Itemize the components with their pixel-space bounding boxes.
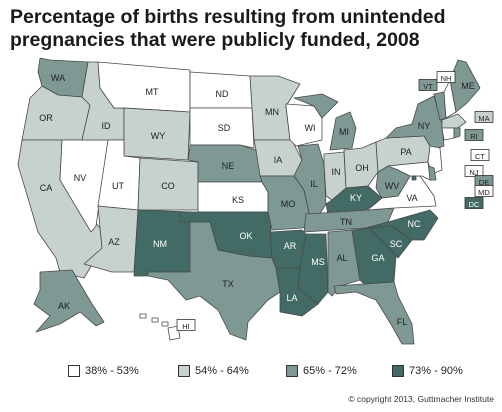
state-label-ri: RI: [470, 132, 478, 141]
state-label-ok: OK: [239, 231, 252, 241]
state-label-mi: MI: [339, 127, 349, 137]
state-label-nj: NJ: [469, 168, 478, 177]
legend-item: 54% - 64%: [178, 365, 249, 377]
state-label-in: IN: [332, 167, 341, 177]
title-line-2: pregnancies that were publicly funded, 2…: [10, 29, 420, 51]
state-label-al: AL: [336, 253, 347, 263]
state-md: [387, 161, 431, 181]
state-label-wa: WA: [51, 73, 65, 83]
state-label-de: DE: [479, 178, 489, 187]
state-label-ky: KY: [350, 193, 362, 203]
legend-item: 73% - 90%: [392, 365, 463, 377]
state-label-mt: MT: [146, 87, 159, 97]
label-box-ct: [470, 149, 490, 161]
state-label-az: AZ: [108, 237, 120, 247]
legend-swatch: [286, 365, 298, 377]
state-ms: [297, 233, 329, 305]
label-box-md: [474, 185, 494, 197]
label-box-nh: [436, 71, 456, 83]
state-label-ct: CT: [475, 152, 485, 161]
state-label-ma: MA: [478, 114, 489, 123]
state-label-nh: NH: [441, 74, 452, 83]
state-label-tx: TX: [222, 279, 234, 289]
state-label-ia: IA: [274, 155, 283, 165]
state-nc: [365, 209, 439, 241]
state-label-sd: SD: [218, 123, 231, 133]
state-label-hi: HI: [182, 322, 190, 331]
state-dc: [411, 175, 417, 181]
state-label-md: MD: [478, 188, 490, 197]
state-ak: [33, 269, 105, 333]
legend-label: 54% - 64%: [195, 365, 249, 377]
legend-swatch: [178, 365, 190, 377]
state-label-va: VA: [406, 193, 417, 203]
map-legend: 38% - 53% 54% - 64% 65% - 72% 73% - 90%: [0, 365, 502, 385]
label-box-hi: [176, 319, 196, 331]
state-fl: [333, 281, 415, 345]
state-ri: [453, 127, 461, 139]
state-label-wv: WV: [385, 181, 400, 191]
state-label-ne: NE: [222, 161, 235, 171]
state-label-wi: WI: [305, 123, 316, 133]
legend-item: 38% - 53%: [68, 365, 139, 377]
state-label-la: LA: [286, 293, 297, 303]
state-hi: [139, 313, 181, 341]
state-label-pa: PA: [400, 147, 411, 157]
state-label-or: OR: [39, 113, 53, 123]
label-box-ma: [474, 111, 494, 123]
state-ct: [441, 127, 455, 141]
state-label-ar: AR: [284, 241, 297, 251]
label-box-ri: [464, 129, 484, 141]
state-label-dc: DC: [469, 200, 480, 209]
state-mt: [97, 61, 191, 113]
state-label-nv: NV: [74, 173, 87, 183]
state-label-nc: NC: [408, 219, 421, 229]
state-label-wy: WY: [151, 131, 166, 141]
legend-label: 73% - 90%: [409, 365, 463, 377]
legend-label: 38% - 53%: [85, 365, 139, 377]
state-label-nd: ND: [216, 89, 229, 99]
state-label-ca: CA: [40, 183, 53, 193]
state-label-ut: UT: [112, 181, 124, 191]
state-mi: [293, 93, 357, 151]
state-label-sc: SC: [390, 239, 403, 249]
copyright-text: © copyright 2013, Guttmacher Institute: [348, 394, 494, 404]
state-label-vt: VT: [423, 82, 433, 91]
state-label-nm: NM: [153, 239, 167, 249]
label-box-vt: [418, 79, 438, 91]
state-tx: [147, 221, 281, 341]
map-title: Percentage of births resulting from unin…: [10, 6, 492, 52]
title-line-1: Percentage of births resulting from unin…: [10, 6, 446, 28]
state-label-co: CO: [161, 181, 175, 191]
state-ma: [441, 113, 467, 129]
state-label-id: ID: [102, 121, 112, 131]
state-label-fl: FL: [397, 317, 408, 327]
state-label-ga: GA: [371, 253, 384, 263]
state-label-oh: OH: [355, 163, 369, 173]
state-me: [449, 59, 481, 113]
state-label-me: ME: [461, 81, 475, 91]
state-label-mo: MO: [281, 199, 296, 209]
state-label-il: IL: [310, 179, 318, 189]
state-label-ms: MS: [311, 257, 325, 267]
legend-swatch: [68, 365, 80, 377]
state-label-ny: NY: [418, 121, 431, 131]
label-box-nj: [464, 165, 484, 177]
state-label-ks: KS: [232, 195, 244, 205]
state-sd: [189, 107, 255, 149]
state-label-ak: AK: [58, 301, 70, 311]
legend-swatch: [392, 365, 404, 377]
state-label-mn: MN: [265, 107, 279, 117]
label-box-dc: [464, 197, 484, 209]
legend-item: 65% - 72%: [286, 365, 357, 377]
state-label-tn: TN: [340, 217, 352, 227]
legend-label: 65% - 72%: [303, 365, 357, 377]
